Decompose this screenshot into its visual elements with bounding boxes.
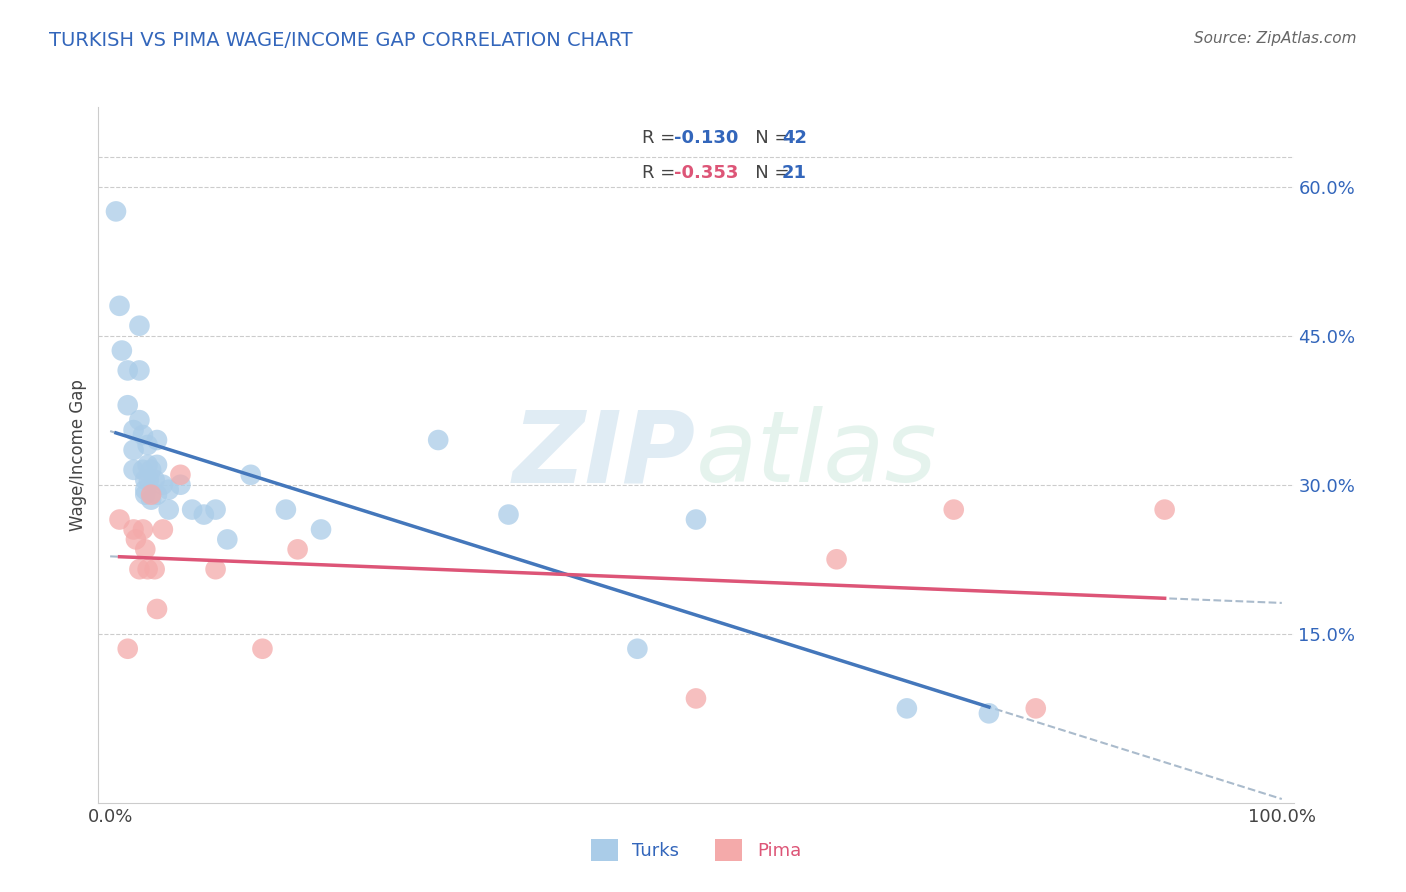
Point: [252, 641, 274, 656]
Point: [128, 413, 150, 427]
Point: [122, 523, 145, 537]
Point: [108, 512, 131, 526]
Point: [942, 502, 965, 516]
Point: [134, 542, 156, 557]
Point: [498, 508, 520, 522]
Point: [169, 467, 191, 482]
Point: [105, 204, 128, 219]
Point: [141, 488, 163, 502]
Text: R =: R =: [643, 164, 681, 182]
Point: [128, 363, 150, 377]
Point: [1025, 701, 1047, 715]
Text: Source: ZipAtlas.com: Source: ZipAtlas.com: [1194, 31, 1357, 46]
Point: [427, 433, 450, 447]
Legend: Turks, Pima: Turks, Pima: [582, 830, 810, 871]
Point: [141, 492, 163, 507]
Point: [108, 299, 131, 313]
Point: [132, 463, 155, 477]
Point: [122, 463, 145, 477]
Point: [217, 533, 239, 547]
Point: [204, 502, 226, 516]
Point: [122, 442, 145, 457]
Point: [141, 463, 163, 477]
Point: [626, 641, 648, 656]
Point: [134, 488, 156, 502]
Point: [146, 458, 169, 472]
Point: [287, 542, 309, 557]
Point: [132, 428, 155, 442]
Point: [193, 508, 215, 522]
Point: [146, 602, 169, 616]
Point: [157, 483, 180, 497]
Y-axis label: Wage/Income Gap: Wage/Income Gap: [69, 379, 87, 531]
Point: [143, 473, 166, 487]
Point: [896, 701, 918, 715]
Point: [132, 523, 155, 537]
Point: [239, 467, 262, 482]
Text: N =: N =: [738, 129, 794, 147]
Text: 21: 21: [782, 164, 807, 182]
Point: [128, 318, 150, 333]
Text: atlas: atlas: [696, 407, 938, 503]
Point: [117, 398, 139, 412]
Point: [146, 433, 169, 447]
Point: [152, 477, 174, 491]
Point: [825, 552, 848, 566]
Point: [152, 523, 174, 537]
Point: [128, 562, 150, 576]
Point: [136, 458, 159, 472]
Text: ZIP: ZIP: [513, 407, 696, 503]
Point: [204, 562, 226, 576]
Point: [134, 483, 156, 497]
Text: R =: R =: [643, 129, 681, 147]
Point: [685, 512, 707, 526]
Point: [138, 473, 160, 487]
Point: [685, 691, 707, 706]
Point: [977, 706, 1000, 721]
Point: [309, 523, 332, 537]
Point: [146, 488, 169, 502]
Text: 42: 42: [782, 129, 807, 147]
Text: N =: N =: [738, 164, 794, 182]
Text: TURKISH VS PIMA WAGE/INCOME GAP CORRELATION CHART: TURKISH VS PIMA WAGE/INCOME GAP CORRELAT…: [49, 31, 633, 50]
Point: [274, 502, 297, 516]
Point: [125, 533, 148, 547]
Point: [134, 473, 156, 487]
Text: -0.130: -0.130: [675, 129, 738, 147]
Point: [1153, 502, 1175, 516]
Point: [111, 343, 134, 358]
Point: [157, 502, 180, 516]
Point: [117, 641, 139, 656]
Point: [136, 438, 159, 452]
Point: [117, 363, 139, 377]
Point: [169, 477, 191, 491]
Point: [143, 562, 166, 576]
Text: -0.353: -0.353: [675, 164, 738, 182]
Point: [136, 562, 159, 576]
Point: [181, 502, 204, 516]
Point: [122, 423, 145, 437]
